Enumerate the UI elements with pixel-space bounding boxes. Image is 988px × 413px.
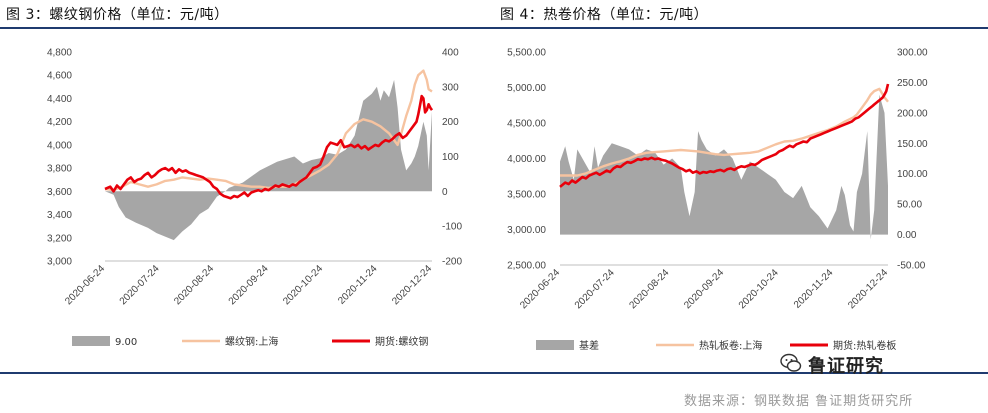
y-left-tick-label: 3,000 [47, 257, 72, 268]
y-left-tick-label: 3,400 [47, 210, 72, 221]
y-right-tick-label: 400 [442, 48, 459, 59]
y-left-tick-label: 4,000.00 [507, 154, 546, 165]
legend-swatch [72, 336, 110, 346]
y-right-tick-label: 50.00 [897, 200, 922, 211]
y-right-tick-label: 200 [442, 117, 459, 128]
y-left-tick-label: 4,800 [47, 48, 72, 59]
y-right-tick-label: 300 [442, 82, 459, 93]
y-right-tick-label: 100.00 [897, 169, 928, 180]
y-left-tick-label: 4,400 [47, 94, 72, 105]
legend-label: 9.00 [115, 337, 137, 348]
x-tick-label: 2020-10-24 [737, 267, 781, 311]
wechat-icon [780, 353, 802, 372]
chart-left: 4,800 4,600 4,400 4,200 4,000 3,800 3,600 3,400… [47, 48, 462, 349]
y-right-tick-label: 0 [442, 187, 448, 198]
y-left-tick-label: 5,500.00 [507, 48, 546, 59]
y-left-tick-label: 4,000 [47, 140, 72, 151]
legend-label: 期货:螺纹钢 [375, 335, 428, 348]
series-line-1 [560, 87, 889, 177]
x-tick-label: 2020-11-24 [336, 263, 380, 307]
x-tick-label: 2020-12-24 [390, 263, 434, 307]
bottom-divider [0, 372, 988, 374]
x-tick-label: 2020-10-24 [281, 263, 325, 307]
y-left-tick-label: 3,800 [47, 164, 72, 175]
x-tick-label: 2020-09-24 [227, 263, 271, 307]
x-tick-label: 2020-06-24 [63, 263, 107, 307]
y-right-tick-label: 0.00 [897, 230, 917, 241]
x-tick-label: 2020-06-24 [518, 267, 562, 311]
y-right-tick-label: -200 [442, 257, 462, 268]
chart-title-left: 图 3：螺纹钢价格（单位：元/吨） [6, 7, 229, 23]
x-tick-label: 2020-07-24 [573, 267, 617, 311]
y-left-tick-label: 3,200 [47, 233, 72, 244]
y-left-tick-label: 3,500.00 [507, 190, 546, 201]
y-right-tick-label: 300.00 [897, 48, 928, 59]
legend-swatch [536, 340, 574, 350]
y-right-tick-label: -100 [442, 222, 462, 233]
series-line-2 [559, 83, 890, 188]
legend-label: 螺纹钢:上海 [225, 335, 278, 348]
x-tick-label: 2020-11-24 [792, 267, 836, 311]
y-left-tick-label: 4,500.00 [507, 119, 546, 130]
chart-title-right: 图 4：热卷价格（单位：元/吨） [500, 7, 709, 23]
chart-right: 5,500.00 5,000.00 4,500.00 4,000.00 3,500.00… [507, 48, 928, 353]
y-left-tick-label: 5,000.00 [507, 83, 546, 94]
x-tick-label: 2020-09-24 [682, 267, 726, 311]
legend-label: 期货:热轧卷板 [833, 339, 896, 352]
x-tick-label: 2020-12-24 [846, 267, 890, 311]
y-left-tick-label: 4,200 [47, 117, 72, 128]
legend-label: 热轧板卷:上海 [699, 339, 762, 352]
source-note: 数据来源：钢联数据 鲁证期货研究所 [684, 394, 914, 409]
brand-logo-text: 鲁证研究 [808, 356, 884, 377]
y-left-tick-label: 3,000.00 [507, 225, 546, 236]
legend-label: 基差 [579, 339, 599, 352]
top-divider [0, 27, 988, 29]
x-tick-label: 2020-07-24 [118, 263, 162, 307]
y-right-tick-label: 150.00 [897, 139, 928, 150]
series-area-0 [105, 79, 432, 241]
series-area-0 [560, 94, 888, 240]
y-right-tick-label: 200.00 [897, 108, 928, 119]
series-line-2 [104, 94, 434, 200]
y-left-tick-label: 2,500.00 [507, 261, 546, 272]
x-tick-label: 2020-08-24 [628, 267, 672, 311]
y-right-tick-label: 250.00 [897, 78, 928, 89]
y-left-tick-label: 4,600 [47, 71, 72, 82]
y-right-tick-label: -50.00 [897, 261, 926, 272]
y-right-tick-label: 100 [442, 152, 459, 163]
x-tick-label: 2020-08-24 [172, 263, 216, 307]
y-left-tick-label: 3,600 [47, 187, 72, 198]
